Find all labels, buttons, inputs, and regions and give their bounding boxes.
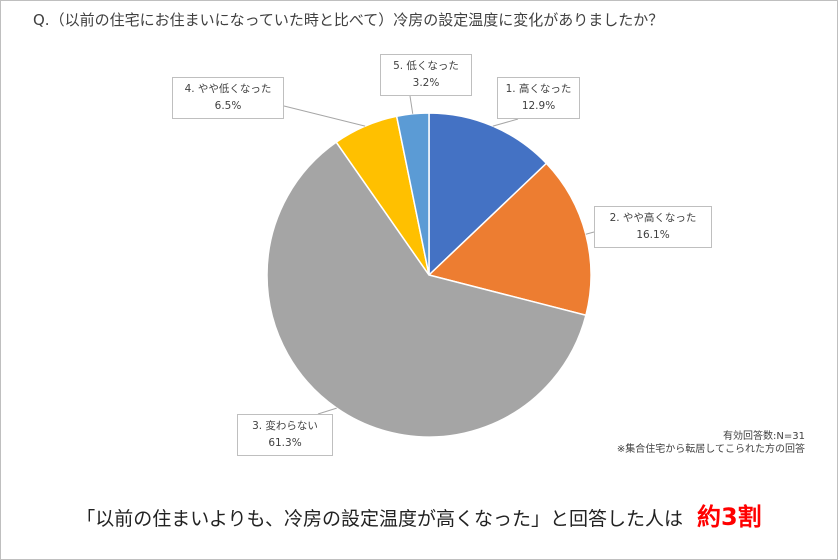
slice-label-5-value: 3.2% <box>412 77 440 89</box>
leader-line-3 <box>317 407 337 415</box>
pie-slice-1 <box>428 112 548 277</box>
chart-title: Q.（以前の住宅にお住まいになっていた時と比べて）冷房の設定温度に変化がありまし… <box>33 11 664 29</box>
slice-label-2-value: 16.1% <box>636 229 670 241</box>
pie-slice-3 <box>266 141 587 438</box>
slice-label-3: 3. 変わらない 61.3% <box>237 414 333 456</box>
slice-label-4-name: 4. やや低くなった <box>184 83 272 95</box>
slice-label-2: 2. やや高くなった 16.1% <box>594 206 712 248</box>
slice-label-5-name: 5. 低くなった <box>393 60 459 72</box>
leader-line-1 <box>492 118 519 127</box>
slice-label-3-name: 3. 変わらない <box>252 420 318 432</box>
slice-label-1-name: 1. 高くなった <box>505 83 572 95</box>
slice-label-4: 4. やや低くなった 6.5% <box>172 77 284 119</box>
leader-line-4 <box>283 105 366 127</box>
slice-label-4-value: 6.5% <box>214 100 242 112</box>
leader-line-2 <box>585 231 595 235</box>
response-note: 有効回答数:N=31 ※集合住宅から転居してこられた方の回答 <box>617 430 805 456</box>
slice-label-3-value: 61.3% <box>268 437 302 449</box>
conclusion-text: 「以前の住まいよりも、冷房の設定温度が高くなった」と回答した人は <box>76 508 683 530</box>
slice-label-1-value: 12.9% <box>521 100 556 112</box>
slice-label-2-name: 2. やや高くなった <box>609 212 697 224</box>
pie-slice-2 <box>427 162 592 317</box>
sample-size: 有効回答数:N=31 <box>723 431 805 442</box>
leader-line-5 <box>409 95 414 114</box>
slice-label-1: 1. 高くなった 12.9% <box>497 77 580 119</box>
source-note: ※集合住宅から転居してこられた方の回答 <box>616 444 805 455</box>
conclusion: 「以前の住まいよりも、冷房の設定温度が高くなった」と回答した人は 約3割 <box>0 497 838 532</box>
slice-label-5: 5. 低くなった 3.2% <box>380 54 472 96</box>
conclusion-highlight: 約3割 <box>696 503 762 531</box>
